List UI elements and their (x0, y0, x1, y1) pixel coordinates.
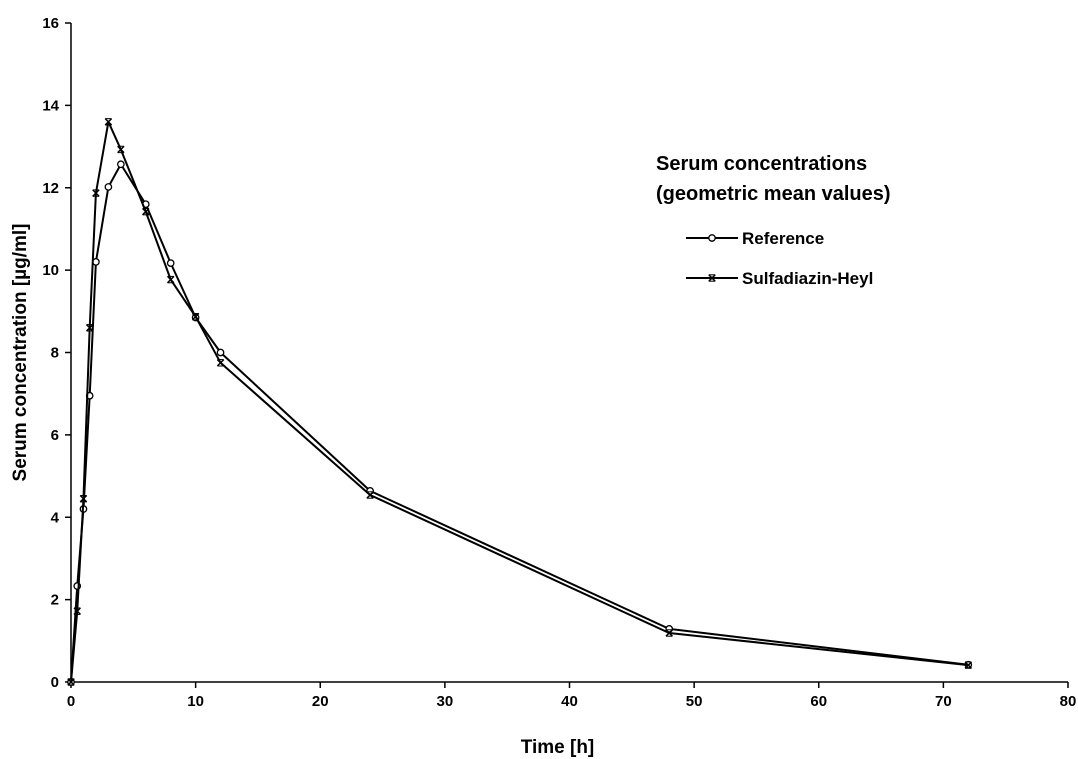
y-tick-label: 4 (51, 509, 60, 526)
marker-stroke (104, 118, 113, 126)
data-point (85, 324, 94, 332)
x-tick-label: 40 (561, 693, 578, 710)
x-tick-label: 60 (810, 693, 827, 710)
marker-stroke (964, 661, 973, 669)
data-point (104, 183, 113, 191)
data-point (166, 259, 175, 267)
data-point (191, 312, 200, 321)
y-tick-label: 0 (51, 674, 59, 691)
series-reference (67, 160, 973, 686)
marker-stroke (665, 629, 673, 637)
data-point (104, 118, 113, 126)
data-point (366, 491, 374, 499)
x-tick-label: 0 (67, 693, 75, 710)
data-point (73, 607, 81, 615)
y-tick-label: 10 (42, 262, 59, 279)
y-tick-label: 16 (42, 15, 59, 32)
marker-stroke (67, 678, 75, 686)
x-tick-label: 30 (437, 693, 454, 710)
legend-entry: Reference (686, 229, 824, 248)
marker-stroke (117, 145, 125, 154)
marker-stroke (79, 494, 88, 503)
legend-title-line-1: Serum concentrations (656, 153, 867, 175)
series-layer (67, 118, 973, 686)
marker-stroke (73, 607, 81, 615)
legend: Serum concentrations (geometric mean valu… (656, 153, 891, 288)
marker-stroke (366, 491, 374, 499)
legend-title-line-2: (geometric mean values) (656, 183, 891, 205)
y-tick-label: 14 (42, 97, 59, 114)
marker-stroke (191, 312, 200, 321)
data-point (216, 348, 225, 357)
y-axis-title: Serum concentration [µg/ml] (10, 224, 31, 482)
data-point (708, 274, 716, 282)
series-line (70, 120, 969, 683)
x-tick-label: 20 (312, 693, 329, 710)
legend-label: Sulfadiazin-Heyl (742, 269, 873, 288)
data-point (708, 234, 716, 242)
marker-stroke (216, 359, 225, 367)
y-tick-label: 8 (51, 345, 59, 362)
marker-stroke (142, 207, 150, 216)
axes: 0 2 4 6 8 10 12 14 16 0 10 20 30 40 50 60 70 80 Time [h] Se… (10, 15, 1076, 758)
marker-stroke (708, 274, 716, 282)
marker-stroke (85, 324, 94, 332)
data-point (166, 275, 175, 284)
x-tick-label: 50 (686, 693, 703, 710)
data-point (79, 494, 88, 503)
series-line (70, 163, 969, 683)
y-tick-label: 6 (51, 427, 59, 444)
legend-entry: Sulfadiazin-Heyl (686, 269, 873, 288)
x-tick-label: 80 (1060, 693, 1077, 710)
data-point (216, 359, 225, 367)
data-point (67, 678, 75, 686)
data-point (142, 207, 150, 216)
data-point (117, 145, 125, 154)
y-tick-label: 12 (42, 180, 59, 197)
marker-stroke (166, 275, 175, 284)
data-point (665, 629, 673, 637)
data-point (964, 661, 973, 669)
data-point (117, 160, 125, 169)
x-tick-label: 70 (935, 693, 952, 710)
data-point (92, 189, 100, 197)
series-sulfadiazin-heyl (67, 118, 973, 686)
legend-label: Reference (742, 229, 824, 248)
x-tick-label: 10 (187, 693, 204, 710)
y-tick-label: 2 (51, 592, 59, 609)
marker-stroke (92, 189, 100, 197)
x-axis-title: Time [h] (521, 737, 595, 758)
